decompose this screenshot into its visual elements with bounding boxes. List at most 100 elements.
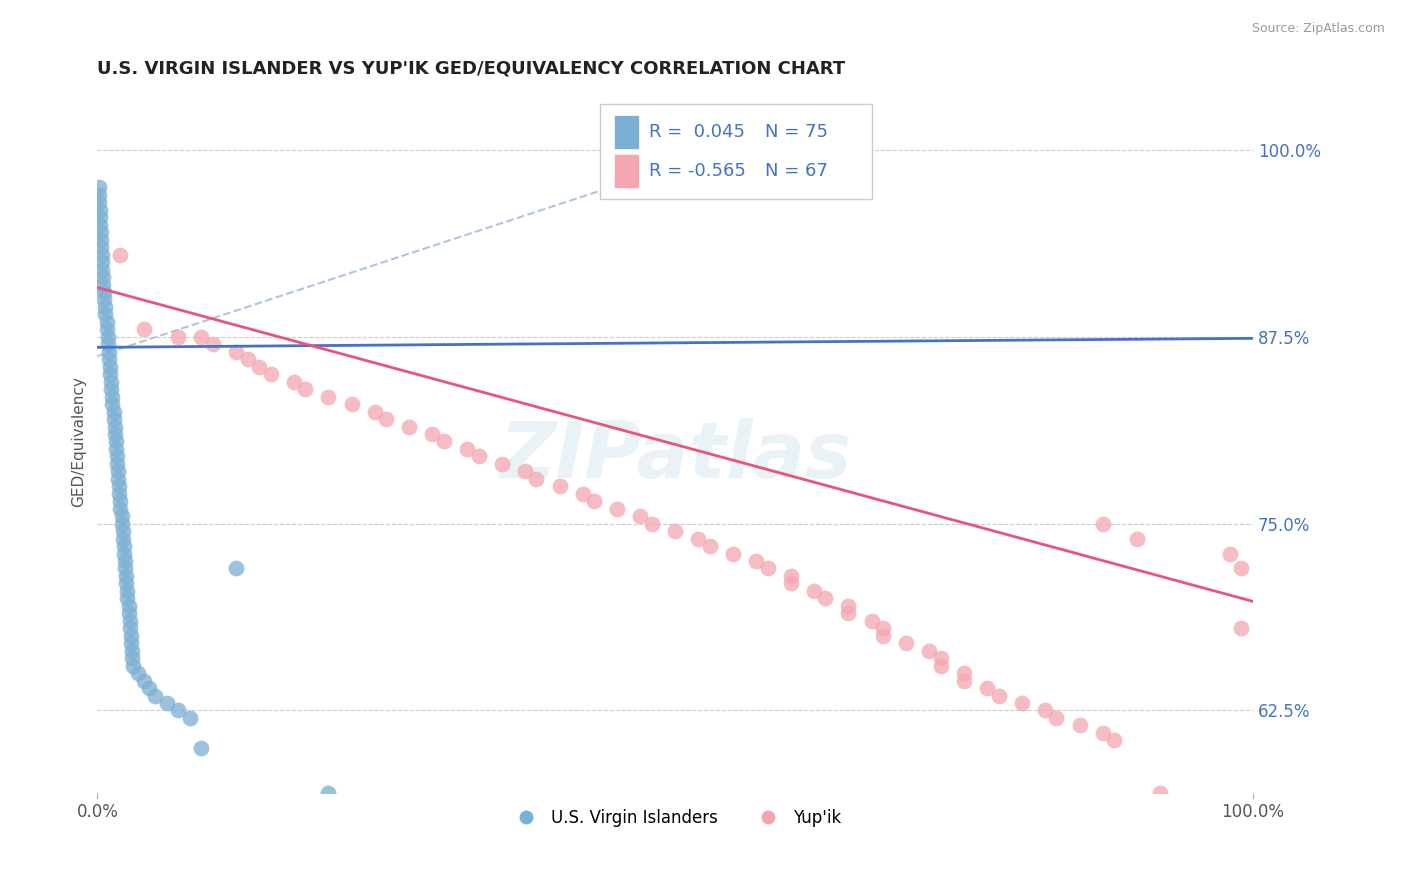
Point <box>87 180 110 194</box>
Point <box>104 419 127 434</box>
Point <box>987 689 1010 703</box>
Point <box>97 352 120 367</box>
Text: N = 75: N = 75 <box>765 123 828 141</box>
Point <box>87 187 110 202</box>
Point <box>837 607 859 621</box>
Point <box>114 554 136 568</box>
Point <box>91 262 114 277</box>
Point <box>117 599 139 613</box>
Point <box>120 629 142 643</box>
Point <box>860 614 883 628</box>
Point <box>107 472 129 486</box>
Point <box>101 390 124 404</box>
Point <box>1206 815 1229 830</box>
Point <box>363 404 385 418</box>
Point <box>111 524 134 538</box>
Point <box>1033 703 1056 717</box>
Point <box>721 547 744 561</box>
Point <box>105 450 128 464</box>
Point <box>97 337 120 351</box>
Point <box>108 479 131 493</box>
Point <box>103 404 125 418</box>
Text: ZIPatlas: ZIPatlas <box>499 417 851 493</box>
Point <box>318 390 340 404</box>
Point <box>283 375 305 389</box>
Point <box>94 308 117 322</box>
Point <box>105 457 128 471</box>
Point <box>120 636 142 650</box>
Point <box>122 658 145 673</box>
Point <box>91 270 114 285</box>
Point <box>132 322 155 336</box>
Point <box>190 740 212 755</box>
Point <box>97 344 120 359</box>
Point <box>745 554 768 568</box>
Point <box>107 464 129 478</box>
Point <box>294 382 316 396</box>
Point <box>491 457 513 471</box>
Point <box>953 666 976 681</box>
Point <box>929 658 952 673</box>
Point <box>814 591 837 606</box>
Point <box>756 561 779 575</box>
Point <box>571 487 593 501</box>
Point <box>98 359 121 374</box>
Point <box>583 494 606 508</box>
Point <box>91 247 114 261</box>
Point <box>1230 561 1253 575</box>
Point <box>101 397 124 411</box>
Point <box>1219 547 1241 561</box>
Point <box>118 621 141 635</box>
Point <box>104 442 127 456</box>
Point <box>89 202 111 217</box>
Point <box>97 330 120 344</box>
Point <box>91 255 114 269</box>
Point <box>433 434 456 449</box>
Point <box>456 442 478 456</box>
Point <box>803 583 825 598</box>
Point <box>1069 718 1091 732</box>
Point <box>89 218 111 232</box>
Point <box>90 240 112 254</box>
Point <box>94 300 117 314</box>
Point <box>104 434 127 449</box>
Point <box>225 561 247 575</box>
Point <box>115 569 138 583</box>
FancyBboxPatch shape <box>614 154 640 188</box>
Point <box>138 681 160 695</box>
Text: R =  0.045: R = 0.045 <box>648 123 745 141</box>
Point <box>1126 532 1149 546</box>
Point <box>688 532 710 546</box>
Point <box>167 703 190 717</box>
Point <box>111 532 134 546</box>
Point <box>548 479 571 493</box>
Point <box>118 614 141 628</box>
Point <box>179 711 201 725</box>
Point <box>779 569 801 583</box>
Point <box>236 352 259 367</box>
Point <box>664 524 686 538</box>
Point <box>110 247 132 261</box>
Point <box>513 464 536 478</box>
Point <box>143 689 166 703</box>
Point <box>100 375 122 389</box>
Point <box>121 643 143 657</box>
Point <box>1230 621 1253 635</box>
Point <box>699 539 721 553</box>
FancyBboxPatch shape <box>614 115 640 149</box>
FancyBboxPatch shape <box>600 104 872 199</box>
Point <box>375 412 398 426</box>
Text: U.S. VIRGIN ISLANDER VS YUP'IK GED/EQUIVALENCY CORRELATION CHART: U.S. VIRGIN ISLANDER VS YUP'IK GED/EQUIV… <box>97 60 845 78</box>
Point <box>201 337 224 351</box>
Point <box>132 673 155 688</box>
Point <box>225 344 247 359</box>
Point <box>929 651 952 665</box>
Point <box>127 666 149 681</box>
Point <box>98 368 121 382</box>
Point <box>606 501 628 516</box>
Point <box>247 359 270 374</box>
Point <box>1102 733 1125 747</box>
Point <box>156 696 179 710</box>
Point <box>93 293 115 307</box>
Point <box>104 427 127 442</box>
